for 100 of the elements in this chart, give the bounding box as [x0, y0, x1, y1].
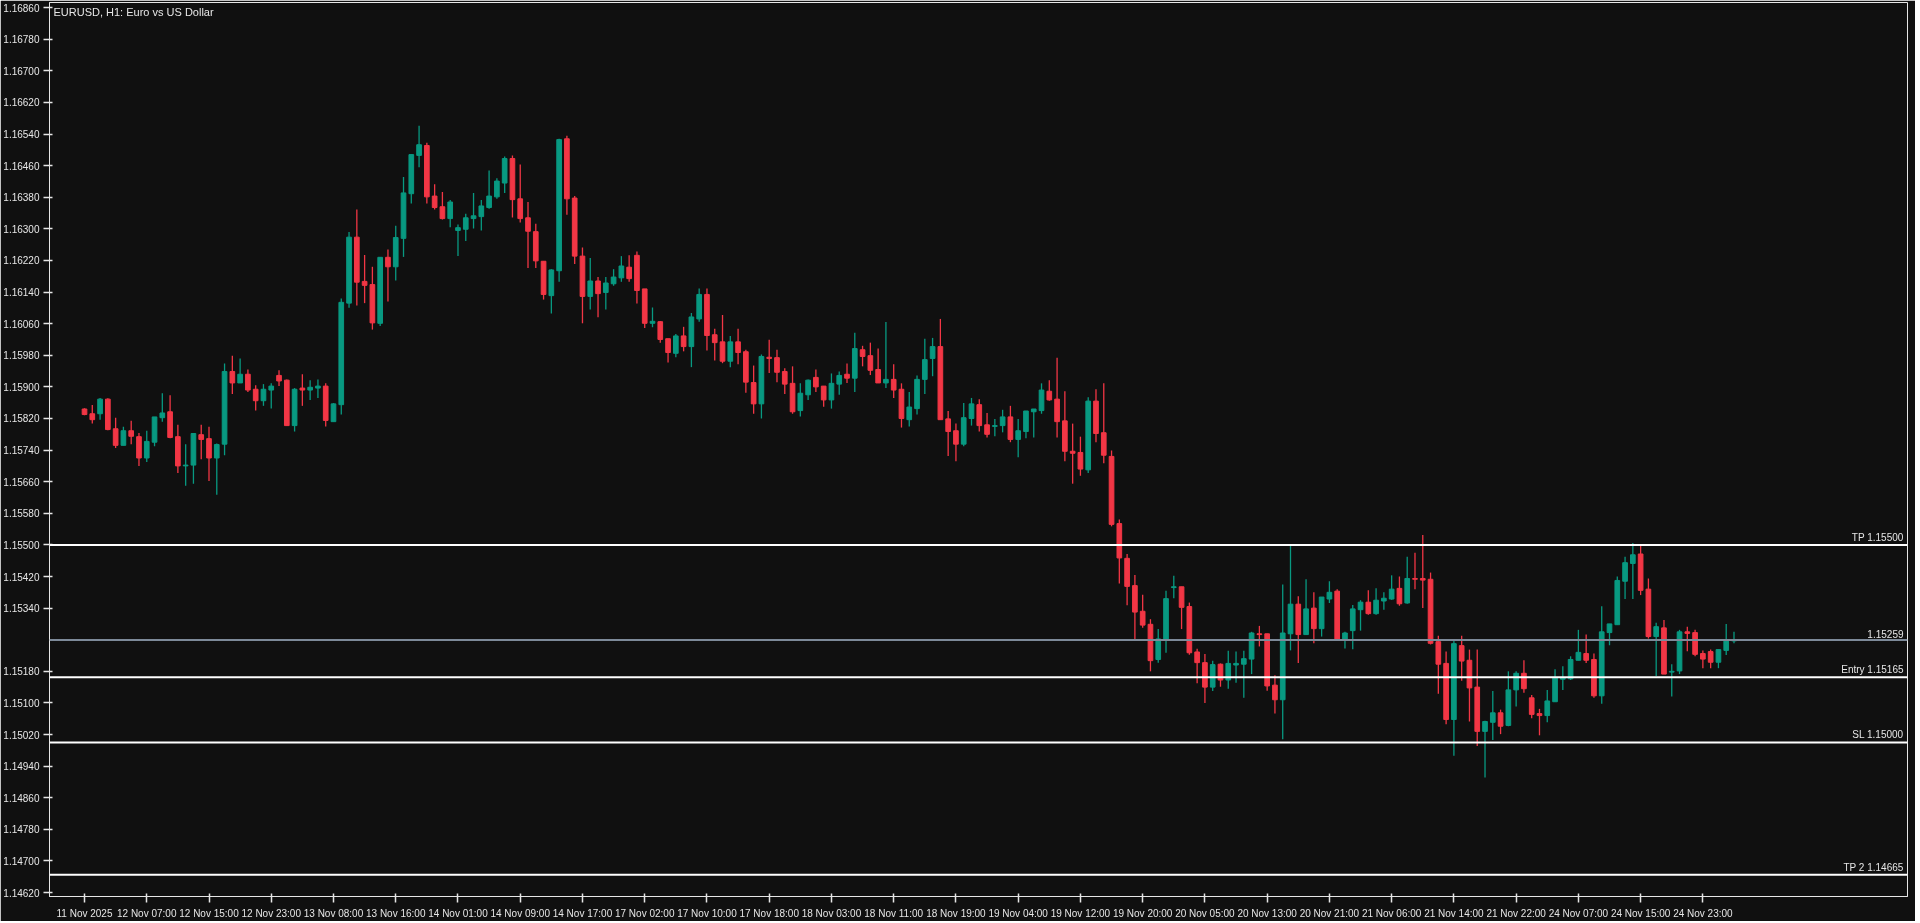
- candlestick: [602, 276, 609, 311]
- candlestick: [1715, 648, 1722, 669]
- y-tick-label: 1.15900: [3, 381, 40, 393]
- x-tick-label: 21 Nov 14:00: [1424, 907, 1485, 919]
- candlestick: [494, 177, 500, 200]
- y-tick-label: 1.14860: [3, 792, 40, 804]
- x-tick-label: 24 Nov 23:00: [1673, 907, 1734, 919]
- candlestick: [626, 254, 632, 283]
- candlestick: [836, 370, 843, 396]
- ref-line-label: TP 2 1.14665: [1843, 861, 1904, 873]
- candlestick: [229, 355, 236, 395]
- candlestick: [1412, 552, 1418, 590]
- x-tick-label: 21 Nov 22:00: [1486, 907, 1547, 919]
- y-tick-label: 1.14620: [3, 887, 40, 899]
- candlestick: [883, 321, 889, 389]
- candlestick: [875, 347, 881, 384]
- candlestick: [260, 383, 267, 407]
- candlestick: [1583, 633, 1589, 664]
- x-tick-label: 13 Nov 08:00: [303, 907, 364, 919]
- candlestick: [1684, 626, 1691, 652]
- x-tick-label: 17 Nov 02:00: [614, 907, 675, 919]
- candlestick: [673, 333, 679, 358]
- candlestick: [921, 338, 928, 395]
- candlestick: [766, 339, 773, 374]
- x-tick-label: 20 Nov 13:00: [1237, 907, 1298, 919]
- candlestick: [1381, 591, 1387, 611]
- y-tick-label: 1.16780: [3, 34, 40, 46]
- candlestick: [447, 199, 454, 228]
- x-tick-label: 17 Nov 18:00: [739, 907, 800, 919]
- ref-line-label: TP 1.15500: [1851, 531, 1904, 543]
- candlestick: [774, 349, 780, 383]
- y-tick-label: 1.15580: [3, 508, 40, 520]
- candlestick: [1419, 534, 1426, 609]
- candlestick: [1365, 589, 1372, 616]
- x-tick-label: 24 Nov 07:00: [1548, 907, 1609, 919]
- y-tick-label: 1.16380: [3, 192, 40, 204]
- candlestick: [486, 169, 492, 210]
- y-tick-label: 1.15340: [3, 603, 40, 615]
- x-tick-label: 14 Nov 09:00: [490, 907, 551, 919]
- candlestick: [1209, 660, 1216, 692]
- candlestick: [735, 328, 741, 366]
- candlestick: [1700, 649, 1706, 669]
- candlestick: [750, 364, 757, 415]
- candlestick: [237, 357, 243, 384]
- candlestick: [999, 409, 1006, 433]
- candlestick: [1015, 418, 1022, 458]
- candlestick: [1272, 674, 1278, 715]
- candlestick: [299, 373, 306, 407]
- x-tick-label: 12 Nov 07:00: [117, 907, 177, 919]
- candlestick: [1023, 410, 1029, 439]
- candlestick: [1482, 720, 1488, 779]
- candlestick: [805, 378, 811, 401]
- candlestick: [719, 314, 726, 364]
- candlestick: [1046, 379, 1053, 402]
- y-tick-label: 1.16700: [3, 65, 40, 77]
- y-tick-label: 1.15020: [3, 729, 40, 741]
- candlestick: [136, 432, 142, 467]
- x-tick-label: 17 Nov 10:00: [677, 907, 738, 919]
- x-tick-label: 12 Nov 23:00: [241, 907, 302, 919]
- ref-line-label: Entry 1.15165: [1841, 664, 1904, 676]
- candlestick: [727, 335, 734, 368]
- candlestick: [976, 398, 983, 433]
- candlestick: [1396, 575, 1403, 607]
- y-tick-label: 1.15820: [3, 413, 40, 425]
- y-tick-label: 1.14700: [3, 855, 40, 867]
- candlestick: [89, 404, 96, 425]
- candlestick: [797, 382, 804, 418]
- candlestick: [1489, 690, 1496, 741]
- x-tick-label: 18 Nov 03:00: [801, 907, 862, 919]
- x-tick-label: 13 Nov 16:00: [365, 907, 426, 919]
- x-tick-label: 19 Nov 04:00: [988, 907, 1049, 919]
- candlestick: [680, 326, 687, 352]
- candlestick: [1630, 542, 1636, 600]
- candlestick: [128, 420, 135, 445]
- x-tick-label: 21 Nov 06:00: [1361, 907, 1422, 919]
- candlestick: [1544, 689, 1551, 723]
- candlestick: [1256, 625, 1263, 648]
- y-tick-label: 1.16460: [3, 160, 40, 172]
- y-tick-label: 1.16140: [3, 287, 40, 299]
- candlestick: [1240, 650, 1247, 699]
- y-tick-label: 1.16220: [3, 255, 40, 267]
- y-tick-label: 1.15660: [3, 476, 40, 488]
- ref-line-label: SL 1.15000: [1852, 729, 1904, 741]
- candlestick: [198, 424, 205, 460]
- candlestick: [1513, 670, 1519, 708]
- candlestick: [517, 163, 524, 224]
- candlestick: [1552, 668, 1558, 703]
- candlestick: [587, 257, 594, 311]
- x-tick-label: 14 Nov 17:00: [552, 907, 613, 919]
- candlestick: [416, 125, 422, 168]
- candlestick: [206, 426, 212, 482]
- candlestick: [315, 378, 321, 399]
- candlestick: [525, 201, 531, 269]
- x-tick-label: 19 Nov 12:00: [1050, 907, 1111, 919]
- x-tick-label: 20 Nov 05:00: [1175, 907, 1236, 919]
- candlestick: [1521, 659, 1527, 694]
- candlestick: [906, 391, 913, 428]
- candlestick: [455, 223, 461, 257]
- candlestick: [1155, 628, 1162, 664]
- ref-line-label: 1.15259: [1867, 629, 1904, 641]
